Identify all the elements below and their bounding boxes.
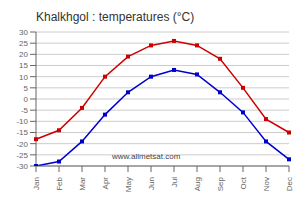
svg-text:Aug: Aug (193, 177, 202, 191)
svg-text:Dec: Dec (285, 177, 294, 191)
svg-text:-25: -25 (16, 151, 28, 160)
svg-text:-30: -30 (16, 162, 28, 171)
html-text:Khalkhgol : temperatures (°C): Khalkhgol : temperatures (°C) (36, 10, 195, 24)
svg-text:10: 10 (19, 73, 28, 82)
html-text:www.allmetsat.com: www.allmetsat.com (111, 152, 181, 161)
svg-text:Oct: Oct (239, 176, 248, 189)
svg-text:Jun: Jun (147, 177, 156, 190)
svg-text:30: 30 (19, 28, 28, 37)
svg-text:Nov: Nov (262, 177, 271, 191)
svg-text:20: 20 (19, 50, 28, 59)
svg-text:-5: -5 (21, 106, 29, 115)
svg-text:5: 5 (24, 84, 29, 93)
svg-text:Feb: Feb (55, 176, 64, 190)
svg-text:-20: -20 (16, 140, 28, 149)
svg-text:Mar: Mar (78, 177, 87, 191)
svg-text:Sep: Sep (216, 176, 225, 191)
svg-text:-15: -15 (16, 128, 28, 137)
svg-text:May: May (124, 177, 133, 192)
svg-text:Jan: Jan (32, 177, 41, 190)
svg-text:0: 0 (24, 95, 29, 104)
svg-text:15: 15 (19, 61, 28, 70)
svg-text:Apr: Apr (101, 177, 110, 190)
svg-text:-10: -10 (16, 117, 28, 126)
svg-text:Jul: Jul (170, 177, 179, 187)
svg-text:25: 25 (19, 39, 28, 48)
